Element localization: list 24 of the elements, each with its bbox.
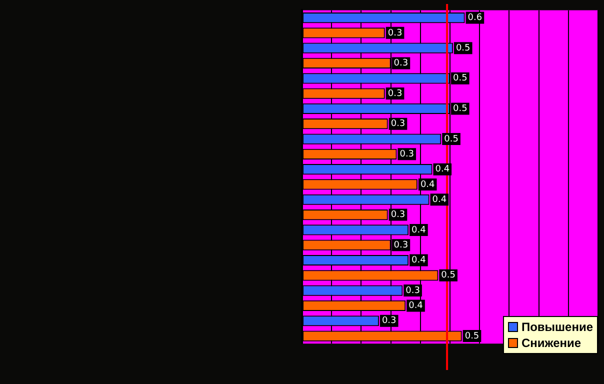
data-label: 0.3: [400, 150, 414, 160]
data-label: 0.6: [468, 13, 482, 24]
data-label: 0.4: [412, 256, 426, 266]
data-label: 0.4: [420, 180, 436, 190]
data-label: 0.3: [390, 210, 406, 220]
data-label: 0.4: [408, 301, 424, 312]
data-label: 0.5: [464, 331, 480, 342]
data-label: 0.3: [388, 88, 402, 99]
data-label: 0.3: [382, 316, 396, 326]
data-label: 0.3: [394, 240, 408, 250]
data-label: 0.5: [456, 43, 470, 54]
data-label: 0.3: [388, 28, 402, 38]
data-label: 0.5: [444, 134, 458, 144]
data-label: 0.4: [412, 225, 426, 236]
legend-label: Снижение: [521, 335, 582, 351]
data-label: 0.5: [441, 270, 456, 281]
data-label: 0.3: [390, 119, 406, 130]
data-label: 0.3: [394, 58, 408, 69]
data-label: 0.4: [435, 164, 450, 175]
data-label: 0.3: [406, 286, 420, 296]
data-label: 0.5: [453, 74, 468, 84]
legend-label: Повышение: [521, 319, 593, 335]
data-label: 0.5: [453, 104, 468, 114]
data-label: 0.4: [432, 194, 447, 205]
